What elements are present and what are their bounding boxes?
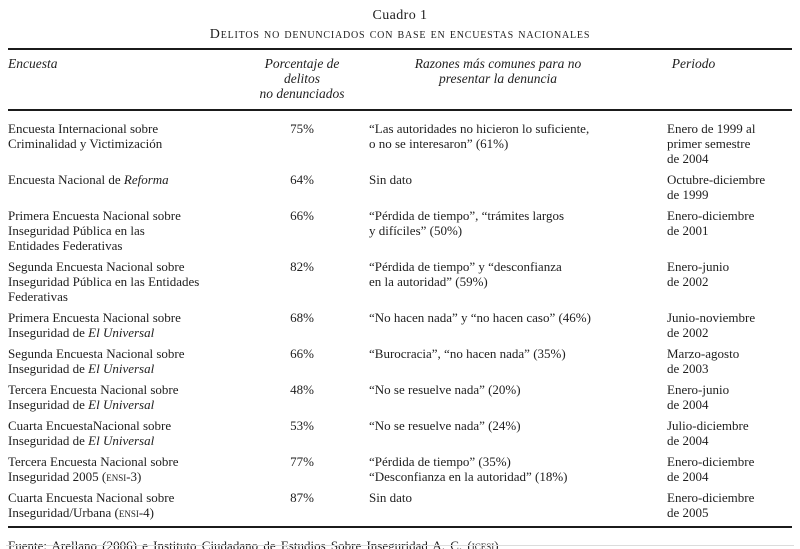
period-cell: Junio-noviembre de 2002 — [667, 310, 756, 340]
text-segment: El Universal — [88, 361, 155, 376]
text-segment: “Pérdida de tiempo”, “trámites largos y … — [369, 208, 565, 238]
period-cell: Enero-diciembre de 2005 — [667, 490, 755, 520]
text-segment: ) — [149, 505, 155, 520]
reason-cell: “No se resuelve nada” (24%) — [349, 418, 647, 448]
percentage-cell: 53% — [290, 418, 314, 433]
encuesta-cell: Cuarta EncuestaNacional sobre Insegurida… — [8, 418, 255, 448]
table-number: Cuadro 1 — [372, 8, 428, 23]
reason-cell: “Pérdida de tiempo” y “desconfianza en l… — [349, 259, 647, 304]
percentage-cell: 64% — [290, 172, 314, 187]
text-segment: Tercera Encuesta Nacional sobre Inseguri… — [8, 382, 179, 412]
encuesta-cell: Encuesta Nacional de Reforma — [8, 172, 255, 202]
text-segment: Sin dato — [369, 172, 412, 187]
column-header-periodo: Periodo — [671, 56, 716, 71]
reason-cell: “No hacen nada” y “no hacen caso” (46%) — [349, 310, 647, 340]
text-segment: Primera Encuesta Nacional sobre Inseguri… — [8, 310, 181, 340]
reason-cell: “Pérdida de tiempo”, “trámites largos y … — [349, 208, 647, 253]
text-segment: “No se resuelve nada” (24%) — [369, 418, 521, 433]
encuesta-cell: Primera Encuesta Nacional sobre Inseguri… — [8, 208, 255, 253]
text-segment: Segunda Encuesta Nacional sobre Inseguri… — [8, 259, 200, 304]
column-header-porcentaje: Porcentaje de delitos no denunciados — [259, 56, 345, 101]
percentage-cell: 82% — [290, 259, 314, 274]
text-segment: Encuesta Nacional de — [8, 172, 124, 187]
percentage-cell: 66% — [290, 346, 314, 361]
period-cell: Marzo-agosto de 2003 — [667, 346, 740, 376]
text-segment: “Burocracia”, “no hacen nada” (35%) — [369, 346, 566, 361]
reason-cell: Sin dato — [349, 490, 647, 520]
table-row: Encuesta Nacional de Reforma 64% Sin dat… — [8, 172, 792, 202]
period-cell: Enero-diciembre de 2004 — [667, 454, 755, 484]
period-cell: Octubre-diciembre de 1999 — [667, 172, 766, 202]
table-heading: Delitos no denunciados con base en encue… — [209, 27, 591, 42]
text-segment: El Universal — [88, 397, 155, 412]
percentage-cell: 87% — [290, 490, 314, 505]
encuesta-cell: Cuarta Encuesta Nacional sobre Insegurid… — [8, 490, 255, 520]
reason-cell: “Las autoridades no hicieron lo suficien… — [349, 121, 647, 166]
period-cell: Enero-diciembre de 2001 — [667, 208, 755, 238]
column-header-encuesta: Encuesta — [8, 56, 58, 71]
scan-artifact-line — [6, 545, 794, 546]
encuesta-cell: Segunda Encuesta Nacional sobre Inseguri… — [8, 259, 255, 304]
text-segment: ensi-4 — [118, 505, 150, 520]
percentage-cell: 68% — [290, 310, 314, 325]
table-row: Segunda Encuesta Nacional sobre Inseguri… — [8, 346, 792, 376]
encuesta-cell: Segunda Encuesta Nacional sobre Inseguri… — [8, 346, 255, 376]
text-segment: “No hacen nada” y “no hacen caso” (46%) — [369, 310, 591, 325]
reason-cell: “Pérdida de tiempo” (35%) “Desconfianza … — [349, 454, 647, 484]
text-segment: “Pérdida de tiempo” y “desconfianza en l… — [369, 259, 562, 289]
text-segment: ) — [494, 538, 499, 549]
table-body: Encuesta Internacional sobre Criminalida… — [8, 111, 792, 528]
percentage-cell: 48% — [290, 382, 314, 397]
text-segment: Tercera Encuesta Nacional sobre Inseguri… — [8, 454, 179, 484]
text-segment: Primera Encuesta Nacional sobre Inseguri… — [8, 208, 181, 253]
text-segment: “No se resuelve nada” (20%) — [369, 382, 521, 397]
text-segment: Sin dato — [369, 490, 412, 505]
text-segment: Reforma — [123, 172, 169, 187]
encuesta-cell: Tercera Encuesta Nacional sobre Inseguri… — [8, 454, 255, 484]
encuesta-cell: Tercera Encuesta Nacional sobre Inseguri… — [8, 382, 255, 412]
reason-cell: Sin dato — [349, 172, 647, 202]
encuesta-cell: Encuesta Internacional sobre Criminalida… — [8, 121, 255, 166]
table-header-row: Encuesta Porcentaje de delitos no denunc… — [8, 50, 792, 111]
text-segment: Encuesta Internacional sobre Criminalida… — [8, 121, 163, 151]
period-cell: Enero de 1999 al primer semestre de 2004 — [667, 121, 756, 166]
text-segment: Cuarta EncuestaNacional sobre Insegurida… — [8, 418, 172, 448]
text-segment: “Las autoridades no hicieron lo suficien… — [369, 121, 590, 151]
text-segment: ensi-3 — [106, 469, 138, 484]
text-segment: “Pérdida de tiempo” (35%) “Desconfianza … — [369, 454, 568, 484]
text-segment: Segunda Encuesta Nacional sobre Inseguri… — [8, 346, 185, 376]
text-segment: Cuarta Encuesta Nacional sobre Insegurid… — [8, 490, 175, 520]
source-note: Fuente: Arellano (2006) e Instituto Ciud… — [8, 538, 792, 549]
text-segment: ) — [137, 469, 142, 484]
text-segment: El Universal — [88, 433, 155, 448]
table-row: Tercera Encuesta Nacional sobre Inseguri… — [8, 454, 792, 484]
table-row: Primera Encuesta Nacional sobre Inseguri… — [8, 310, 792, 340]
text-segment: El Universal — [88, 325, 155, 340]
table-row: Cuarta Encuesta Nacional sobre Insegurid… — [8, 490, 792, 520]
percentage-cell: 77% — [290, 454, 314, 469]
text-segment: icesi — [471, 538, 495, 549]
period-cell: Enero-junio de 2002 — [667, 259, 730, 289]
column-header-razones: Razones más comunes para no presentar la… — [414, 56, 582, 86]
reason-cell: “Burocracia”, “no hacen nada” (35%) — [349, 346, 647, 376]
percentage-cell: 66% — [290, 208, 314, 223]
table-row: Encuesta Internacional sobre Criminalida… — [8, 121, 792, 166]
data-table: Encuesta Porcentaje de delitos no denunc… — [8, 48, 792, 528]
table-row: Primera Encuesta Nacional sobre Inseguri… — [8, 208, 792, 253]
text-segment: Fuente: Arellano (2006) e Instituto Ciud… — [8, 538, 472, 549]
period-cell: Julio-diciembre de 2004 — [667, 418, 749, 448]
reason-cell: “No se resuelve nada” (20%) — [349, 382, 647, 412]
table-row: Cuarta EncuestaNacional sobre Insegurida… — [8, 418, 792, 448]
percentage-cell: 75% — [290, 121, 314, 136]
table-row: Tercera Encuesta Nacional sobre Inseguri… — [8, 382, 792, 412]
table-row: Segunda Encuesta Nacional sobre Inseguri… — [8, 259, 792, 304]
table-title-block: Cuadro 1 Delitos no denunciados con base… — [0, 0, 800, 44]
period-cell: Enero-junio de 2004 — [667, 382, 730, 412]
encuesta-cell: Primera Encuesta Nacional sobre Inseguri… — [8, 310, 255, 340]
